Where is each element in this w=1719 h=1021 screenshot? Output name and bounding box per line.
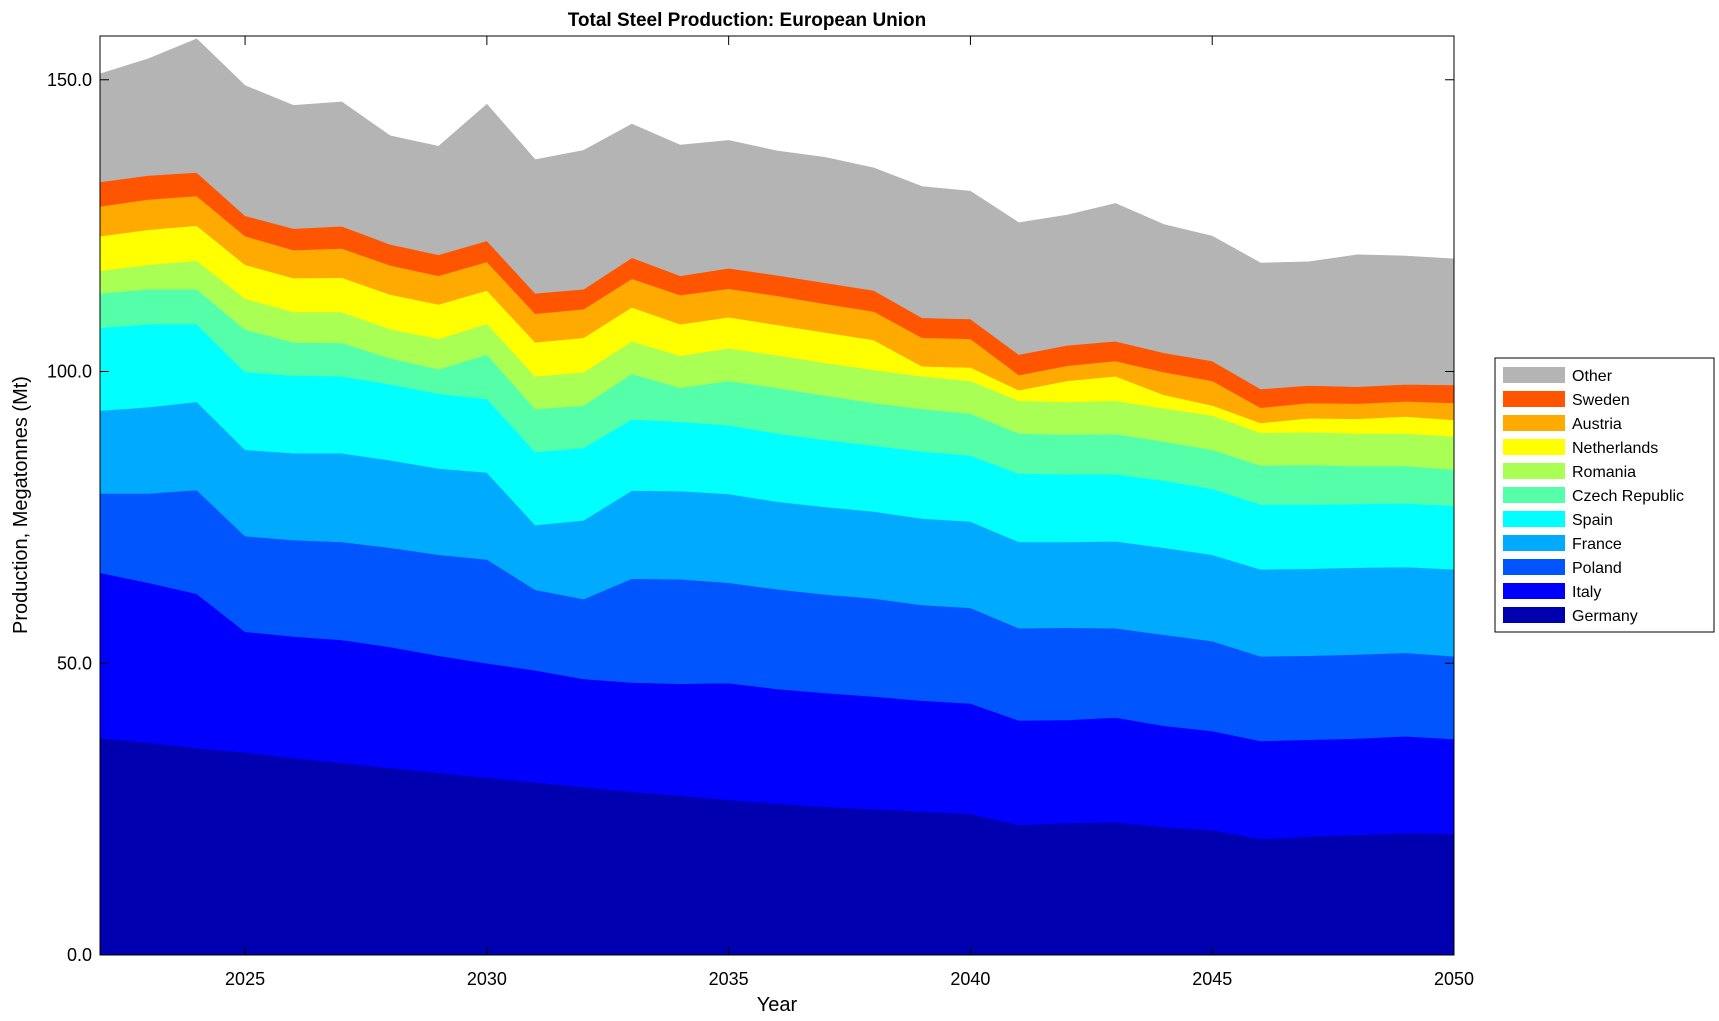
legend-swatch (1503, 535, 1565, 551)
y-tick-label: 50.0 (57, 653, 92, 673)
x-tick-label: 2050 (1434, 969, 1474, 989)
legend-swatch (1503, 439, 1565, 455)
legend-label: Spain (1572, 512, 1613, 529)
chart-title: Total Steel Production: European Union (568, 10, 927, 31)
legend-swatch (1503, 559, 1565, 575)
axes: 2025 2030 2035 2040 2045 2050 0.0 50.0 100.0 150.… (47, 35, 1474, 989)
x-tick-label: 2045 (1192, 969, 1232, 989)
legend-swatch (1503, 583, 1565, 599)
plot-frame (99, 35, 1455, 956)
x-tick-label: 2030 (467, 969, 507, 989)
legend-label: France (1572, 536, 1622, 553)
legend-label: Poland (1572, 560, 1622, 577)
legend-label: Netherlands (1572, 440, 1658, 457)
legend-swatch (1503, 607, 1565, 623)
x-axis-label: Year (757, 994, 798, 1016)
legend-swatch (1503, 511, 1565, 527)
legend-label: Sweden (1572, 392, 1630, 409)
legend-swatch (1503, 463, 1565, 479)
legend-swatch (1503, 391, 1565, 407)
legend-label: Germany (1572, 608, 1638, 625)
y-axis-label: Production, Megatonnes (Mt) (10, 376, 32, 634)
x-tick-label: 2025 (225, 969, 265, 989)
x-tick-label: 2040 (950, 969, 990, 989)
legend-label: Czech Republic (1572, 488, 1684, 505)
legend-swatch (1503, 367, 1565, 383)
legend-swatch (1503, 415, 1565, 431)
y-tick-label: 150.0 (47, 70, 92, 90)
x-tick-label: 2035 (709, 969, 749, 989)
legend: Other Sweden Austria Netherlands Romania Czec… (1494, 357, 1715, 633)
y-tick-label: 100.0 (47, 362, 92, 382)
y-tick-label: 0.0 (67, 945, 92, 965)
legend-label: Austria (1572, 416, 1622, 433)
legend-label: Romania (1572, 464, 1636, 481)
stacked-areas (99, 38, 1455, 956)
legend-label: Other (1572, 368, 1613, 385)
legend-label: Italy (1572, 584, 1601, 601)
legend-swatch (1503, 487, 1565, 503)
